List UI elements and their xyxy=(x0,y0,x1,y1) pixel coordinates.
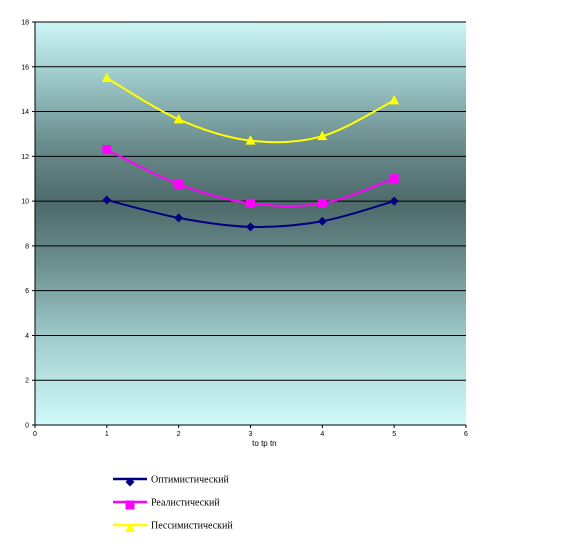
y-tick-label: 16 xyxy=(21,64,29,71)
data-point xyxy=(389,174,399,184)
x-tick-label: 3 xyxy=(249,431,253,438)
data-point xyxy=(173,113,184,124)
y-tick-label: 18 xyxy=(21,20,29,27)
x-tick-label: 6 xyxy=(464,431,468,438)
legend-swatch-marker xyxy=(125,477,135,487)
data-point xyxy=(102,195,112,205)
legend-swatch-marker xyxy=(125,500,135,510)
data-point xyxy=(389,94,400,105)
data-point xyxy=(101,72,112,82)
legend: Оптимистический Реалистический Пессимистич… xyxy=(113,475,233,532)
legend-label: Оптимистический xyxy=(151,475,230,486)
y-tick-label: 10 xyxy=(21,199,29,206)
series-3 xyxy=(101,72,400,145)
series-1 xyxy=(102,195,399,232)
series-2 xyxy=(102,145,399,208)
legend-label: Реалистический xyxy=(151,498,220,509)
y-tick-label: 2 xyxy=(25,378,29,385)
x-tick-label: 4 xyxy=(320,431,324,438)
legend-label: Пессимистический xyxy=(151,521,233,532)
y-tick-label: 14 xyxy=(21,109,29,116)
y-tick-label: 12 xyxy=(21,154,29,161)
y-axis-ticks: 0 2 4 6 8 10 12 14 16 18 xyxy=(21,20,35,430)
legend-item: Пессимистический xyxy=(113,521,233,532)
x-axis-label: to tp tn xyxy=(252,439,276,448)
x-axis-ticks: 0 1 2 3 4 5 6 xyxy=(33,425,468,438)
data-point xyxy=(317,130,328,141)
data-point xyxy=(102,145,112,155)
data-point xyxy=(245,135,256,145)
y-tick-label: 0 xyxy=(25,423,29,430)
gridlines xyxy=(35,21,466,381)
legend-item: Реалистический xyxy=(113,498,220,510)
data-point xyxy=(246,222,255,232)
x-tick-label: 1 xyxy=(105,431,109,438)
data-point xyxy=(317,216,327,226)
legend-swatch-marker xyxy=(125,522,135,532)
y-tick-label: 8 xyxy=(25,243,29,250)
legend-item: Оптимистический xyxy=(113,475,230,487)
x-tick-label: 5 xyxy=(392,431,396,438)
x-tick-label: 0 xyxy=(33,431,37,438)
y-tick-label: 6 xyxy=(25,288,29,295)
series-layer xyxy=(101,72,400,232)
x-tick-label: 2 xyxy=(177,431,181,438)
data-point xyxy=(246,198,255,208)
data-point xyxy=(174,179,184,189)
data-point xyxy=(389,196,399,206)
data-point xyxy=(174,213,184,223)
data-point xyxy=(317,198,327,208)
y-tick-label: 4 xyxy=(25,333,29,340)
